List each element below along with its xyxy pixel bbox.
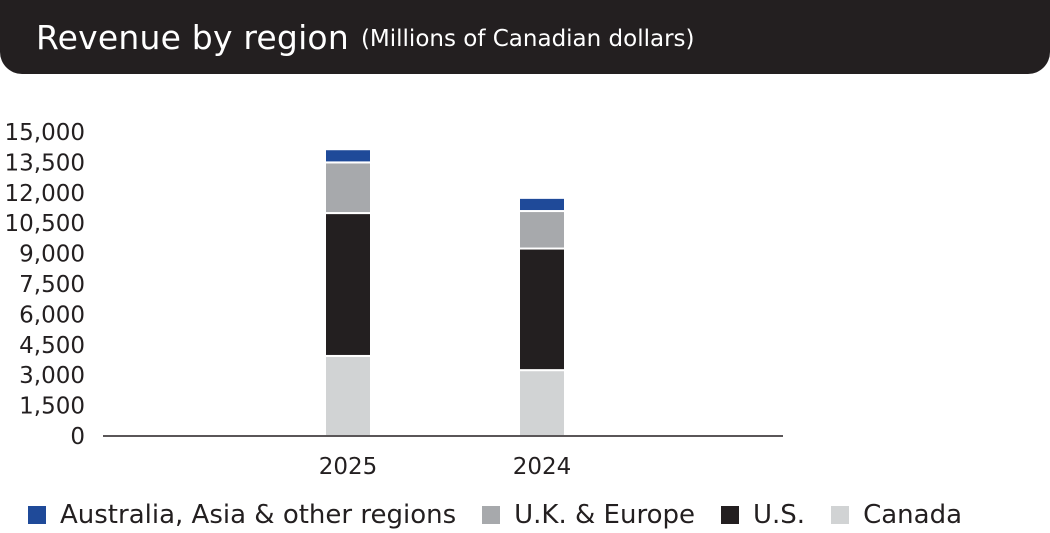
legend-label: U.K. & Europe bbox=[514, 500, 695, 530]
legend-item-australia-asia: Australia, Asia & other regions bbox=[28, 500, 456, 530]
bar-segment bbox=[518, 210, 566, 250]
y-tick-label: 4,500 bbox=[19, 333, 85, 359]
legend-swatch bbox=[482, 506, 501, 524]
x-tick-label: 2024 bbox=[513, 454, 572, 480]
legend-item-canada: Canada bbox=[831, 500, 962, 530]
bar-segment bbox=[324, 148, 372, 164]
legend-label: U.S. bbox=[753, 500, 806, 530]
bar-segment bbox=[324, 161, 372, 215]
stacked-bar-chart: 15,000 13,500 12,000 10,500 9,000 7,500 6,000 4… bbox=[5, 120, 783, 480]
chart-subtitle: (Millions of Canadian dollars) bbox=[360, 26, 695, 52]
y-tick-label: 10,500 bbox=[5, 211, 85, 237]
y-tick-label: 12,000 bbox=[5, 181, 85, 207]
bar-segment bbox=[518, 369, 566, 437]
legend-label: Australia, Asia & other regions bbox=[60, 500, 457, 530]
legend-swatch bbox=[831, 506, 850, 524]
bar-segment bbox=[518, 247, 566, 372]
y-tick-label: 0 bbox=[70, 424, 85, 450]
legend-swatch bbox=[28, 506, 46, 524]
bar-segment bbox=[324, 354, 372, 437]
legend-item-us: U.S. bbox=[721, 500, 805, 530]
bar-segment bbox=[324, 212, 372, 357]
y-tick-label: 3,000 bbox=[19, 363, 85, 389]
title-bar: Revenue by region (Millions of Canadian … bbox=[0, 0, 1050, 74]
bar-segment bbox=[518, 196, 566, 213]
y-tick-label: 15,000 bbox=[5, 120, 85, 146]
legend-item-uk-europe: U.K. & Europe bbox=[482, 500, 695, 530]
legend-label: Canada bbox=[863, 500, 963, 530]
x-tick-label: 2025 bbox=[319, 454, 378, 480]
y-tick-label: 7,500 bbox=[19, 272, 85, 298]
legend: Australia, Asia & other regions U.K. & E… bbox=[28, 498, 962, 532]
chart-title: Revenue by region bbox=[36, 17, 349, 57]
y-tick-label: 6,000 bbox=[19, 302, 85, 328]
y-tick-label: 13,500 bbox=[5, 150, 85, 176]
y-tick-label: 1,500 bbox=[19, 394, 85, 420]
y-tick-label: 9,000 bbox=[19, 242, 85, 268]
legend-swatch bbox=[721, 506, 739, 524]
